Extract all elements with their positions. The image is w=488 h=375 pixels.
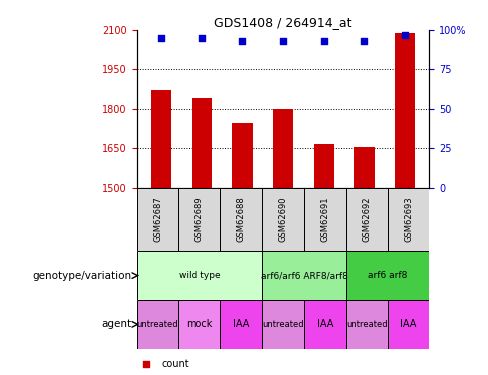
Bar: [395, 33, 415, 188]
Text: wild type: wild type: [179, 271, 220, 280]
Text: count: count: [161, 359, 189, 369]
Bar: [137, 300, 179, 349]
Bar: [262, 251, 346, 300]
Bar: [262, 300, 304, 349]
Text: arf6/arf6 ARF8/arf8: arf6/arf6 ARF8/arf8: [261, 271, 347, 280]
Point: [361, 38, 368, 44]
Text: mock: mock: [186, 320, 213, 329]
Bar: [179, 300, 220, 349]
Text: IAA: IAA: [233, 320, 249, 329]
Bar: [346, 251, 429, 300]
Point: [320, 38, 327, 44]
Text: untreated: untreated: [346, 320, 387, 329]
Bar: [151, 90, 171, 188]
Text: IAA: IAA: [317, 320, 333, 329]
Bar: [137, 251, 262, 300]
Bar: [304, 188, 346, 251]
Bar: [387, 188, 429, 251]
Bar: [220, 188, 262, 251]
Bar: [137, 188, 179, 251]
Text: genotype/variation: genotype/variation: [33, 271, 132, 280]
Text: GSM62687: GSM62687: [153, 196, 162, 242]
Text: GSM62693: GSM62693: [404, 196, 413, 242]
Bar: [220, 300, 262, 349]
Text: GSM62692: GSM62692: [362, 196, 371, 242]
Title: GDS1408 / 264914_at: GDS1408 / 264914_at: [214, 16, 352, 29]
Bar: [354, 147, 375, 188]
Bar: [346, 188, 387, 251]
Bar: [273, 109, 293, 188]
Point: [198, 35, 205, 41]
Text: GSM62689: GSM62689: [195, 196, 204, 242]
Point: [239, 38, 246, 44]
Bar: [304, 300, 346, 349]
Bar: [262, 188, 304, 251]
Point: [157, 35, 165, 41]
Point: [279, 38, 287, 44]
Bar: [232, 123, 253, 188]
Text: GSM62688: GSM62688: [237, 196, 246, 242]
Bar: [346, 300, 387, 349]
Text: GSM62691: GSM62691: [320, 196, 329, 242]
Bar: [192, 98, 212, 188]
Text: agent: agent: [102, 320, 132, 329]
Bar: [387, 300, 429, 349]
Text: untreated: untreated: [262, 320, 304, 329]
Text: IAA: IAA: [400, 320, 417, 329]
Text: arf6 arf8: arf6 arf8: [368, 271, 407, 280]
Bar: [179, 188, 220, 251]
Bar: [314, 144, 334, 188]
Point: [401, 32, 409, 38]
Text: GSM62690: GSM62690: [279, 196, 287, 242]
Text: untreated: untreated: [137, 320, 179, 329]
